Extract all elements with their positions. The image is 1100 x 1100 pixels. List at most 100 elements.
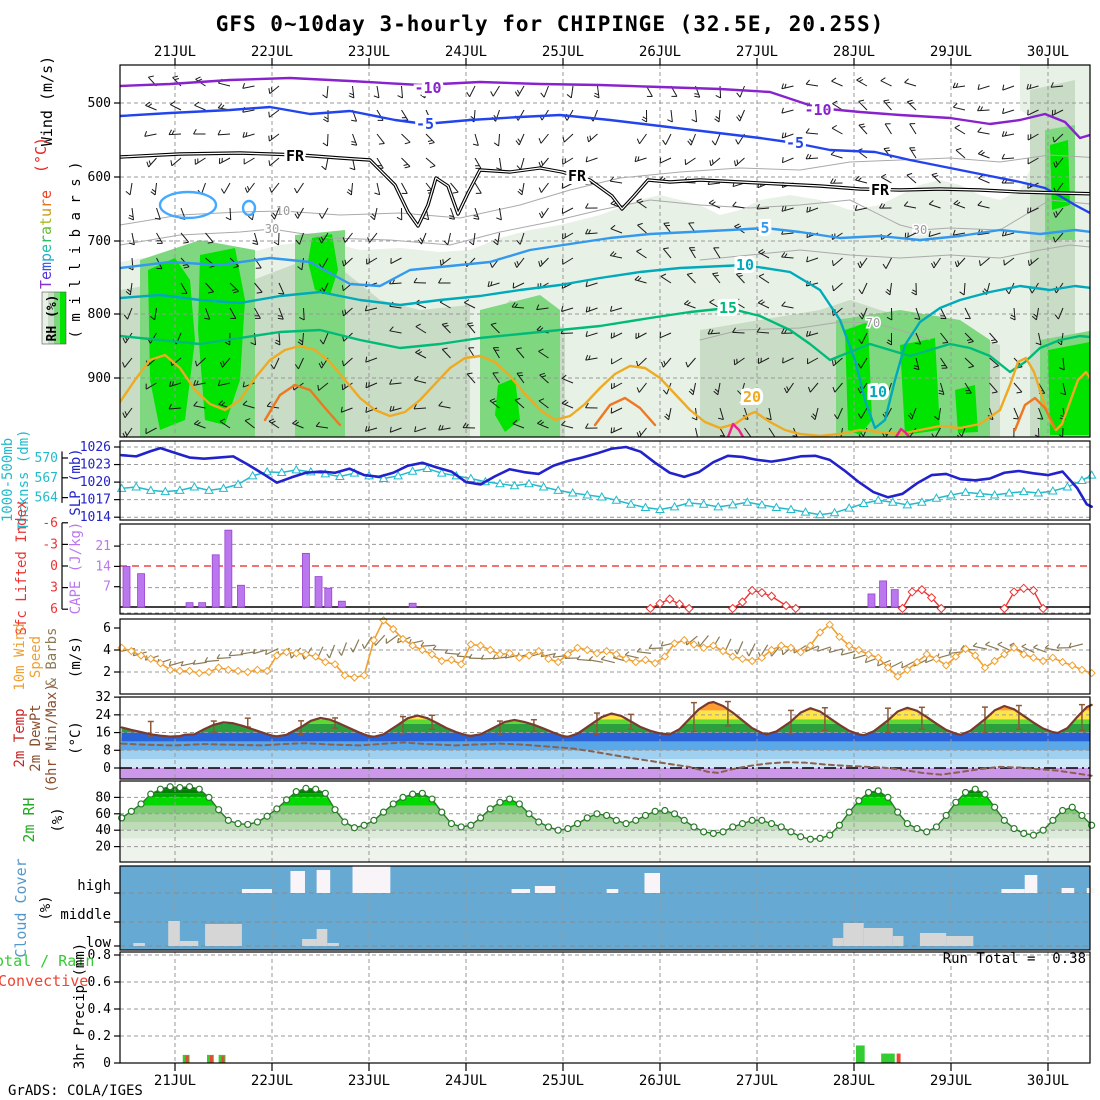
svg-text:5: 5 bbox=[760, 219, 769, 237]
svg-text:80: 80 bbox=[95, 790, 111, 805]
cloud-axis-label: Cloud Cover bbox=[12, 858, 30, 957]
precip-total-label: Total / Rain bbox=[0, 952, 94, 970]
top-axis-day-label: 30JUL bbox=[1027, 44, 1069, 60]
bottom-axis-day-label: 26JUL bbox=[639, 1073, 681, 1089]
rh-legend-box: RH (%) bbox=[41, 291, 67, 345]
svg-text:4: 4 bbox=[103, 643, 111, 658]
svg-text:564: 564 bbox=[35, 491, 59, 506]
svg-text:e: e bbox=[37, 244, 55, 253]
pressure-axis-label: ( m i l l i b a r s ) bbox=[68, 161, 84, 338]
rh2m-axis-label: 2m RH bbox=[20, 797, 38, 842]
svg-text:500: 500 bbox=[88, 96, 111, 111]
top-axis-day-label: 28JUL bbox=[833, 44, 875, 60]
total-rain-bars bbox=[182, 1045, 895, 1063]
bottom-axis-day-label: 21JUL bbox=[154, 1073, 196, 1089]
svg-text:14: 14 bbox=[95, 559, 111, 574]
bottom-axis-day-label: 27JUL bbox=[736, 1073, 778, 1089]
svg-text:0.2: 0.2 bbox=[88, 1029, 111, 1044]
bottom-axis-day-label: 23JUL bbox=[348, 1073, 390, 1089]
low-cloud-bars bbox=[133, 921, 974, 946]
panel-slp-thickness: 1026 1023 1020 1017 1014 570 567 564 bbox=[35, 440, 1097, 525]
temperature-line bbox=[120, 700, 1093, 738]
rh-contours: 10 30 30 70 bbox=[120, 154, 1090, 341]
svg-text:3: 3 bbox=[50, 581, 58, 596]
rh-color-bands bbox=[120, 786, 1090, 862]
svg-text:15: 15 bbox=[719, 299, 737, 317]
thickness-markers bbox=[116, 463, 1097, 519]
svg-text:24: 24 bbox=[95, 708, 111, 723]
top-axis-day-label: 24JUL bbox=[445, 44, 487, 60]
wind10m-axis-label-3: & Barbs bbox=[44, 627, 60, 686]
svg-text:21: 21 bbox=[95, 539, 111, 554]
bottom-axis-day-label: 30JUL bbox=[1027, 1073, 1069, 1089]
svg-text:7: 7 bbox=[103, 580, 111, 595]
rh-legend-label: RH (%) bbox=[45, 295, 60, 342]
svg-text:6: 6 bbox=[50, 602, 58, 617]
svg-text:e: e bbox=[37, 271, 55, 280]
svg-text:8: 8 bbox=[103, 743, 111, 758]
bottom-axis-day-label: 22JUL bbox=[251, 1073, 293, 1089]
svg-text:6: 6 bbox=[103, 621, 111, 636]
svg-text:-10: -10 bbox=[804, 101, 831, 119]
lifted-index-axis-label: Sfc Lifted Index bbox=[14, 501, 30, 636]
slp-line bbox=[120, 445, 1093, 508]
freezing-level-line: FR FR FR bbox=[120, 144, 1090, 228]
svg-text:600: 600 bbox=[88, 170, 111, 185]
slp-axis-label: SLP (mb) bbox=[68, 448, 84, 515]
svg-text:10: 10 bbox=[276, 204, 290, 218]
temp-unit-label: (°C) bbox=[32, 137, 50, 173]
svg-text:t: t bbox=[37, 217, 55, 226]
thickness-axis-label-1: 1000-500mb bbox=[0, 438, 16, 522]
svg-text:p: p bbox=[37, 253, 55, 262]
svg-text:30: 30 bbox=[265, 222, 279, 236]
bottom-axis: 21JUL 22JUL 23JUL 24JUL 25JUL 26JUL 27JUL 28JUL… bbox=[154, 1063, 1069, 1089]
svg-text:FR: FR bbox=[871, 181, 890, 199]
svg-text:-5: -5 bbox=[786, 134, 804, 152]
svg-text:e: e bbox=[37, 190, 55, 199]
svg-text:800: 800 bbox=[88, 307, 111, 322]
wind10m-axis-label-2: Speed bbox=[28, 636, 44, 678]
svg-text:10: 10 bbox=[869, 383, 887, 401]
svg-text:FR: FR bbox=[568, 167, 587, 185]
top-axis-day-label: 23JUL bbox=[348, 44, 390, 60]
top-axis-day-label: 22JUL bbox=[251, 44, 293, 60]
panel-cloud-cover: high middle low bbox=[60, 865, 1095, 951]
svg-text:32: 32 bbox=[95, 690, 111, 705]
svg-text:570: 570 bbox=[35, 451, 58, 466]
bottom-axis-day-label: 29JUL bbox=[930, 1073, 972, 1089]
bottom-axis-day-label: 24JUL bbox=[445, 1073, 487, 1089]
rh-markers bbox=[118, 783, 1096, 843]
cape-bars bbox=[122, 529, 899, 608]
wind-speed-markers bbox=[117, 616, 1096, 682]
rh2m-axis-unit: (%) bbox=[50, 807, 66, 832]
top-axis-day-label: 27JUL bbox=[736, 44, 778, 60]
upper-wind-barbs bbox=[122, 75, 1067, 437]
svg-text:1014: 1014 bbox=[80, 510, 111, 525]
svg-text:60: 60 bbox=[95, 807, 111, 822]
svg-text:FR: FR bbox=[286, 147, 305, 165]
top-axis: 21JUL 22JUL 23JUL 24JUL 25JUL 26JUL 27JUL 28JUL… bbox=[154, 44, 1069, 65]
svg-text:900: 900 bbox=[88, 371, 111, 386]
wind10m-axis-unit: (m/s) bbox=[68, 636, 84, 678]
cape-axis-label: CAPE (J/kg) bbox=[68, 522, 84, 615]
grads-credit: GrADS: COLA/IGES bbox=[8, 1083, 143, 1099]
svg-text:70: 70 bbox=[866, 316, 880, 330]
svg-text:-10: -10 bbox=[414, 79, 441, 97]
panel-li-cape: -6 -3 0 3 6 21 14 7 bbox=[42, 516, 1091, 617]
temp-color-bands bbox=[120, 701, 1090, 779]
panel-2m-temp: 32 24 16 8 0 bbox=[95, 690, 1093, 780]
svg-text:m: m bbox=[37, 262, 55, 271]
convective-bars bbox=[185, 1053, 901, 1063]
zero-degree-loop bbox=[158, 190, 218, 220]
temp2m-axis-label-1: 2m Temp bbox=[12, 708, 28, 767]
cloud-axis-unit: (%) bbox=[38, 895, 54, 920]
dewpoint-line bbox=[120, 741, 1093, 777]
svg-text:1020: 1020 bbox=[80, 475, 111, 490]
lifted-index-line bbox=[645, 583, 1048, 614]
top-axis-day-label: 21JUL bbox=[154, 44, 196, 60]
panel-10m-wind: 6 4 2 bbox=[103, 616, 1096, 695]
